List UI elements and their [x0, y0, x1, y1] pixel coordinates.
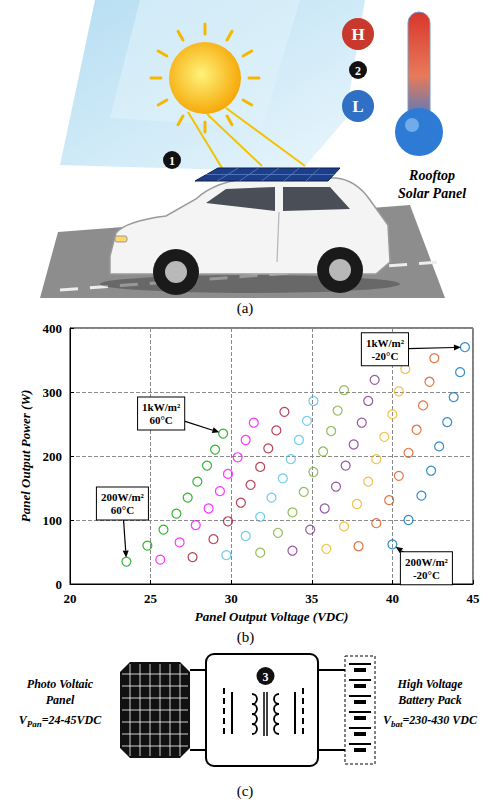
svg-text:Rooftop: Rooftop: [408, 168, 455, 183]
svg-text:Solar Panel: Solar Panel: [398, 186, 466, 201]
svg-text:Vbat=230-430 VDC: Vbat=230-430 VDC: [383, 713, 478, 729]
svg-text:Photo Voltaic: Photo Voltaic: [27, 677, 94, 691]
svg-text:60°C: 60°C: [111, 504, 134, 516]
svg-text:Panel Output Voltage (VDC): Panel Output Voltage (VDC): [195, 609, 349, 624]
svg-text:1kW/m²: 1kW/m²: [366, 337, 405, 349]
html-text:(b): (b): [236, 629, 255, 645]
svg-text:45: 45: [467, 591, 481, 606]
svg-text:20: 20: [64, 591, 77, 606]
svg-text:Battery Pack: Battery Pack: [397, 693, 462, 707]
svg-text:400: 400: [43, 321, 63, 336]
svg-text:60°C: 60°C: [149, 414, 172, 426]
svg-text:25: 25: [144, 591, 158, 606]
svg-text:(c): (c): [237, 783, 254, 800]
svg-text:-20°C: -20°C: [371, 350, 398, 362]
svg-text:35: 35: [305, 591, 319, 606]
svg-text:-20°C: -20°C: [413, 569, 440, 581]
svg-text:300: 300: [43, 385, 63, 400]
svg-text:2: 2: [355, 64, 361, 78]
svg-text:(a): (a): [237, 300, 254, 317]
svg-text:Panel: Panel: [46, 693, 75, 707]
svg-text:High Voltage: High Voltage: [396, 677, 463, 691]
svg-text:200W/m²: 200W/m²: [101, 491, 145, 503]
svg-text:30: 30: [225, 591, 238, 606]
svg-text:H: H: [351, 25, 364, 44]
svg-text:1kW/m²: 1kW/m²: [142, 401, 181, 413]
svg-text:40: 40: [386, 591, 399, 606]
svg-text:200W/m²: 200W/m²: [405, 556, 449, 568]
svg-text:L: L: [352, 97, 363, 116]
svg-text:100: 100: [43, 513, 63, 528]
svg-text:Panel Output Power (W): Panel Output Power (W): [18, 390, 33, 523]
svg-text:200: 200: [43, 449, 63, 464]
svg-text:1: 1: [169, 154, 175, 168]
svg-text:3: 3: [263, 670, 269, 684]
svg-text:0: 0: [56, 577, 63, 592]
svg-text:VPan=24-45VDC: VPan=24-45VDC: [19, 713, 103, 729]
